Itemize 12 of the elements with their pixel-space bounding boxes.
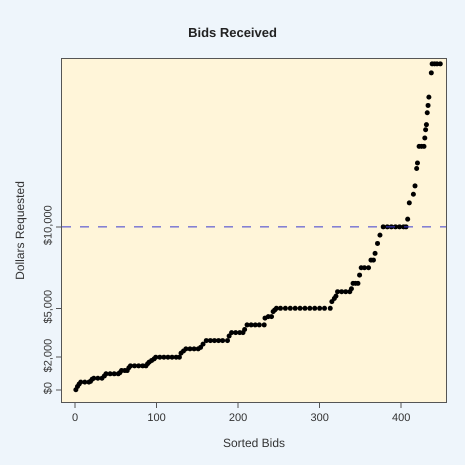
y-axis-title: Dollars Requested: [12, 181, 27, 280]
y-tick-label: $10,000: [42, 205, 55, 246]
y-tick-label: $2,000: [42, 338, 55, 372]
x-tick-label: 400: [392, 412, 410, 424]
y-tick-label: $5,000: [42, 290, 55, 324]
x-tick-label: 100: [147, 412, 166, 424]
y-tick-label: $0: [42, 382, 55, 394]
x-tick-label: 200: [228, 412, 248, 424]
x-axis-title: Sorted Bids: [222, 436, 286, 450]
chart-title: Bids Received: [188, 25, 277, 40]
x-tick-label: 0: [72, 412, 78, 424]
x-tick-label: 300: [310, 412, 329, 424]
